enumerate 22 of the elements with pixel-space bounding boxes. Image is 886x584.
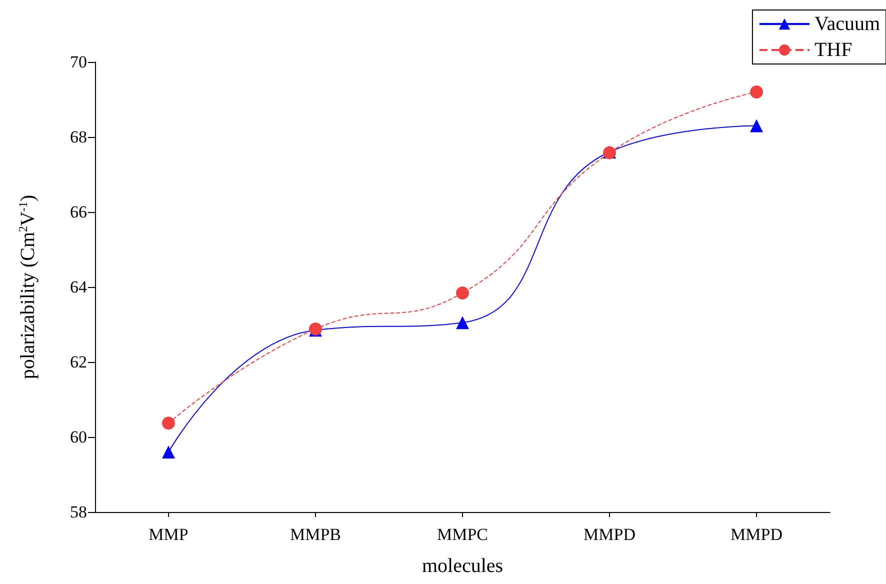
legend-label: THF: [814, 39, 852, 61]
point: [456, 286, 469, 300]
y-tick-label: 70: [70, 52, 87, 72]
point: [750, 119, 763, 132]
y-axis-title: polarizability (Cm2V-1): [16, 194, 39, 380]
x-axis-title: molecules: [422, 555, 504, 577]
y-tick-label: 68: [70, 128, 87, 146]
x-tick-label: MMPD: [730, 525, 782, 544]
y-tick-label: 60: [70, 428, 87, 446]
y-tick-label: 64: [70, 278, 88, 296]
x-tick-label: MMPC: [436, 525, 488, 544]
point: [162, 416, 175, 430]
x-tick-label: MMP: [148, 525, 188, 544]
y-tick-label: 58: [70, 502, 87, 522]
point: [750, 86, 763, 98]
y-tick-label: 66: [70, 202, 87, 222]
point: [456, 316, 469, 330]
point: [162, 446, 175, 458]
legend-label: Vacuum: [814, 13, 880, 35]
y-tick-label: 62: [70, 352, 87, 372]
x-tick-label: MMPD: [584, 525, 636, 544]
x-tick-label: MMPB: [290, 525, 342, 544]
